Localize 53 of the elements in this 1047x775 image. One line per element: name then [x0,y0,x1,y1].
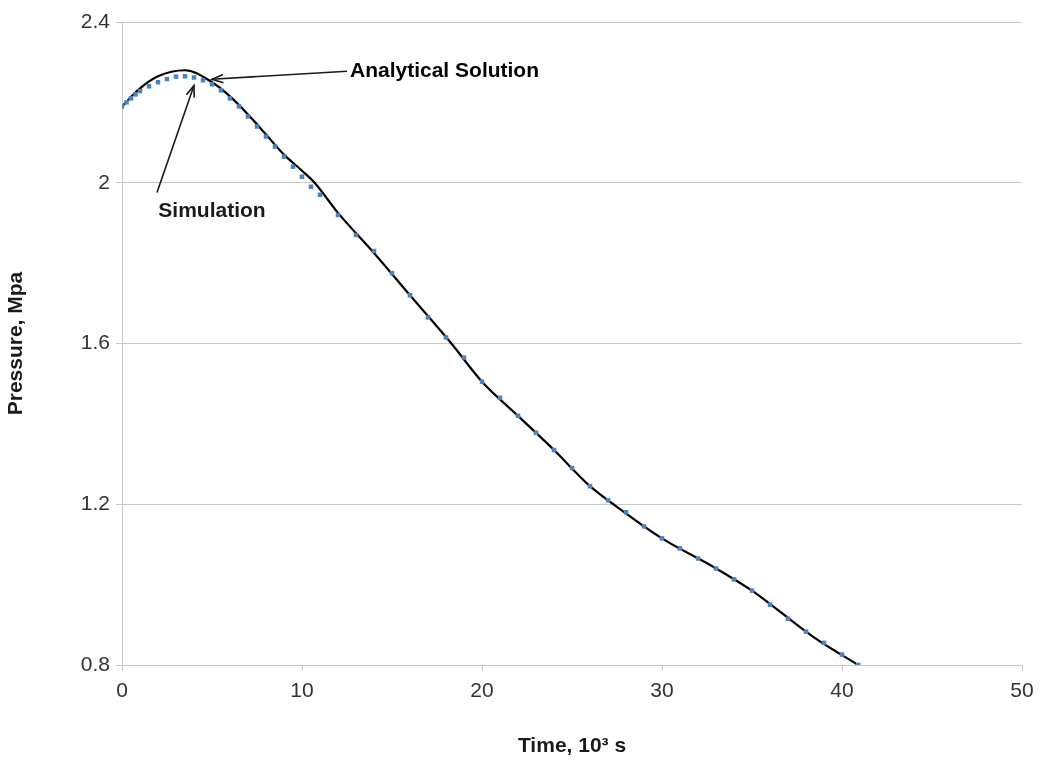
point [839,652,845,657]
point [281,154,287,159]
point [695,556,701,561]
point [299,174,305,179]
point [767,602,773,607]
point [713,566,719,571]
x-tick-label: 50 [1010,678,1034,702]
point [425,315,431,320]
point [263,134,269,139]
point [533,430,539,435]
point [641,524,647,529]
x-tick-label: 30 [650,678,674,702]
point [623,510,629,515]
point [461,355,467,360]
point [146,84,152,89]
x-tick-label: 20 [470,678,494,702]
point [254,124,260,129]
point [659,536,665,541]
point [497,395,503,401]
point [191,75,197,80]
point [749,588,755,593]
y-tick-label: 2.4 [80,8,111,32]
point [803,629,809,634]
point [407,293,413,298]
point [272,144,278,149]
point [479,379,485,384]
y-tick-label: 1.6 [80,330,110,354]
point [128,96,134,101]
point [443,335,449,340]
y-tick-label: 2 [98,169,110,193]
point [155,80,161,85]
point [236,104,242,109]
point [290,164,296,169]
point [133,92,138,97]
y-tick-label: 1.2 [80,491,110,515]
x-axis-title: Time, 10³ s [517,733,627,757]
point [209,82,215,87]
point [200,78,206,83]
point [218,88,224,93]
point [182,73,188,79]
point [677,546,683,551]
x-tick-label: 10 [290,678,314,702]
series-label: Simulation [158,198,266,222]
point [227,96,233,101]
point [124,100,129,105]
point [245,114,251,119]
x-tick-label: 40 [830,678,854,702]
point [173,74,179,79]
x-tick-label: 0 [116,678,128,702]
y-axis-title: Pressure, Mpa [3,271,27,416]
y-tick-label: 0.8 [80,651,110,675]
point [731,577,737,582]
text: Analytical Solution [350,58,540,82]
